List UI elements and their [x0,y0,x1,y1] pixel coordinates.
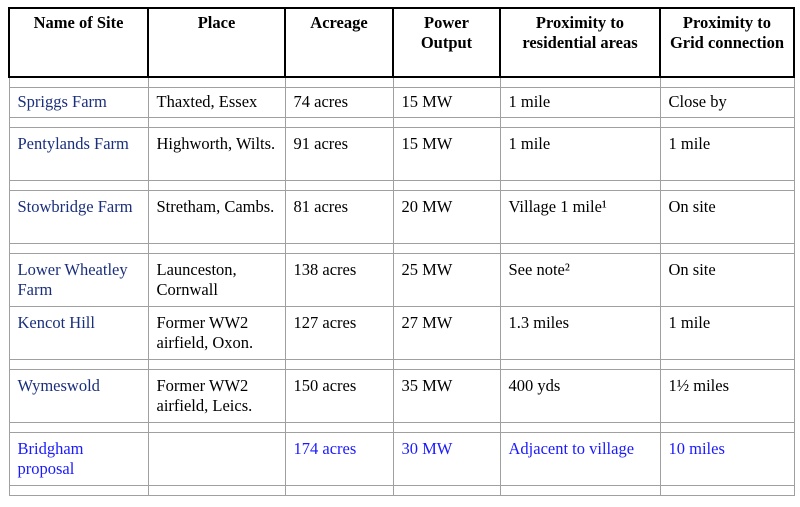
site-acreage: 81 acres [284,190,394,244]
site-power: 20 MW [392,190,501,244]
site-place: Launceston, Cornwall [147,253,286,307]
site-power: 15 MW [392,87,501,118]
table-row: Kencot Hill Former WW2 airfield, Oxon. 1… [8,306,795,360]
table-row-proposal: Bridgham proposal 174 acres 30 MW Adjace… [8,432,795,486]
site-residential: Village 1 mile¹ [499,190,661,244]
site-place: Former WW2 airfield, Oxon. [147,306,286,360]
site-name: Kencot Hill [8,306,149,360]
site-name: Stowbridge Farm [8,190,149,244]
site-grid: 1½ miles [659,369,795,423]
spacer-row [8,422,795,433]
site-power: 27 MW [392,306,501,360]
site-place: Former WW2 airfield, Leics. [147,369,286,423]
site-grid: On site [659,190,795,244]
site-acreage: 91 acres [284,127,394,181]
site-name: Lower Wheatley Farm [8,253,149,307]
table-row: Lower Wheatley Farm Launceston, Cornwall… [8,253,795,307]
site-name: Bridgham proposal [8,432,149,486]
site-place [147,432,286,486]
spacer-row [8,243,795,254]
site-acreage: 138 acres [284,253,394,307]
site-grid: On site [659,253,795,307]
site-grid: 10 miles [659,432,795,486]
table-row: Wymeswold Former WW2 airfield, Leics. 15… [8,369,795,423]
site-grid: 1 mile [659,127,795,181]
table-row: Spriggs Farm Thaxted, Essex 74 acres 15 … [8,87,795,118]
spacer-row [8,76,795,88]
site-name: Spriggs Farm [8,87,149,118]
site-acreage: 127 acres [284,306,394,360]
header-acreage: Acreage [284,7,394,78]
table-row: Stowbridge Farm Stretham, Cambs. 81 acre… [8,190,795,244]
header-name-of-site: Name of Site [8,7,149,78]
site-power: 15 MW [392,127,501,181]
site-power: 30 MW [392,432,501,486]
spacer-row [8,117,795,128]
spacer-row [8,359,795,370]
site-residential: See note² [499,253,661,307]
header-place: Place [147,7,286,78]
sites-table: Name of Site Place Acreage Power Output … [8,7,795,496]
site-acreage: 74 acres [284,87,394,118]
site-grid: Close by [659,87,795,118]
site-name: Pentylands Farm [8,127,149,181]
site-residential: 1.3 miles [499,306,661,360]
table-row: Pentylands Farm Highworth, Wilts. 91 acr… [8,127,795,181]
site-grid: 1 mile [659,306,795,360]
site-acreage: 174 acres [284,432,394,486]
site-place: Thaxted, Essex [147,87,286,118]
site-place: Highworth, Wilts. [147,127,286,181]
header-row: Name of Site Place Acreage Power Output … [8,7,795,78]
site-place: Stretham, Cambs. [147,190,286,244]
site-residential: Adjacent to village [499,432,661,486]
spacer-row [8,485,795,496]
site-acreage: 150 acres [284,369,394,423]
site-name: Wymeswold [8,369,149,423]
site-residential: 1 mile [499,127,661,181]
site-residential: 400 yds [499,369,661,423]
header-power-output: Power Output [392,7,501,78]
header-proximity-grid: Proximity to Grid connection [659,7,795,78]
header-proximity-residential: Proximity to residential areas [499,7,661,78]
site-power: 25 MW [392,253,501,307]
site-power: 35 MW [392,369,501,423]
spacer-row [8,180,795,191]
site-residential: 1 mile [499,87,661,118]
